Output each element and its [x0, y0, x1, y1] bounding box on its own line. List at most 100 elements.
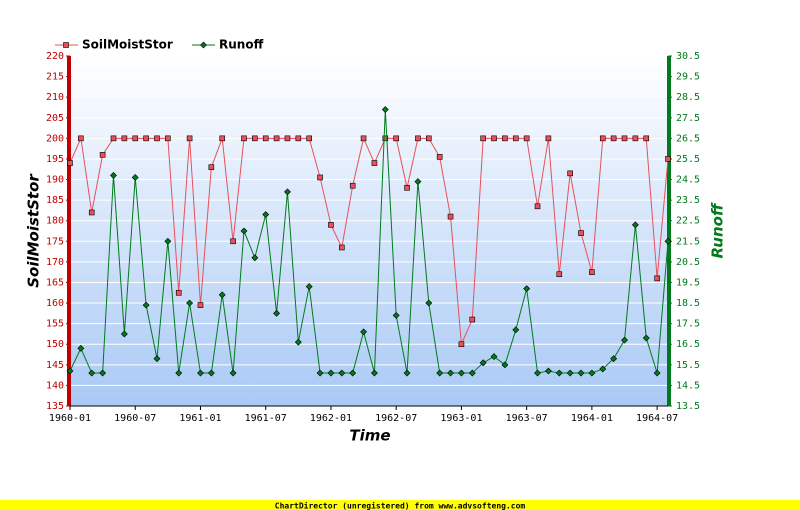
marker: [317, 174, 323, 181]
marker: [436, 369, 444, 377]
marker: [197, 302, 204, 308]
marker: [566, 369, 574, 377]
marker: [545, 135, 552, 142]
marker: [88, 369, 96, 377]
legend-marker: [200, 41, 207, 49]
y-tick-label: 200: [46, 133, 64, 144]
y2-tick-label: 13.5: [676, 401, 700, 412]
y-tick-label: 205: [46, 113, 64, 124]
legend-marker: [63, 42, 69, 48]
marker: [631, 221, 639, 229]
marker: [110, 135, 117, 142]
x-tick-label: 1964-01: [571, 413, 613, 424]
legend-label: SoilMoistStor: [82, 38, 173, 52]
marker: [447, 213, 454, 220]
y2-tick-label: 21.5: [676, 236, 700, 247]
marker: [512, 135, 519, 142]
marker: [577, 369, 585, 377]
y-tick-label: 220: [46, 51, 64, 62]
marker: [578, 230, 584, 236]
marker: [121, 135, 128, 142]
marker: [642, 334, 650, 342]
marker: [447, 369, 454, 377]
x-axis-title: Time: [349, 427, 390, 445]
marker: [654, 275, 660, 282]
marker: [381, 106, 389, 113]
footer-bar: [0, 500, 800, 510]
marker: [490, 353, 498, 361]
marker: [360, 328, 367, 336]
marker: [175, 289, 182, 296]
y2-tick-label: 29.5: [676, 72, 700, 83]
marker: [523, 285, 531, 293]
marker: [110, 171, 117, 179]
marker: [469, 316, 476, 323]
marker: [479, 359, 487, 367]
marker: [251, 254, 259, 262]
marker: [66, 367, 74, 375]
marker: [273, 309, 281, 317]
marker: [621, 336, 628, 344]
marker: [327, 369, 335, 377]
marker: [653, 369, 661, 377]
marker: [132, 135, 139, 142]
plot-area: [70, 56, 668, 406]
x-tick-label: 1960-07: [114, 413, 156, 424]
marker: [284, 135, 291, 142]
y-tick-label: 165: [46, 277, 64, 288]
marker: [197, 369, 204, 377]
marker: [392, 311, 400, 319]
marker: [294, 338, 302, 346]
y-tick-label: 185: [46, 195, 64, 206]
series-line: [69, 136, 669, 345]
x-tick-label: 1963-01: [440, 413, 482, 424]
marker: [165, 135, 171, 142]
marker: [153, 355, 161, 363]
y-tick-label: 215: [46, 72, 64, 83]
marker: [664, 237, 672, 245]
marker: [523, 135, 530, 142]
y-tick-label: 195: [46, 154, 64, 165]
marker: [164, 237, 172, 245]
marker: [349, 369, 357, 377]
marker: [599, 135, 606, 142]
legend: SoilMoistStor Runoff: [55, 38, 264, 52]
marker: [273, 135, 280, 142]
y-axis: [67, 56, 71, 406]
y2-tick-label: 22.5: [676, 216, 700, 227]
marker: [480, 135, 486, 142]
y2-axis-title: Runoff: [709, 202, 727, 258]
marker: [338, 369, 346, 377]
y-tick-label: 180: [46, 216, 64, 227]
marker: [512, 326, 520, 334]
marker: [77, 344, 85, 352]
marker: [382, 135, 389, 142]
marker: [589, 269, 595, 275]
y-tick-label: 135: [46, 401, 64, 412]
marker: [588, 369, 596, 377]
marker: [665, 156, 671, 162]
marker: [534, 369, 541, 377]
y2-tick-label: 20.5: [676, 257, 700, 268]
y-tick-label: 190: [46, 175, 64, 186]
marker: [208, 164, 215, 170]
marker: [186, 135, 193, 142]
y-tick-label: 170: [46, 257, 64, 268]
x-tick-label: 1964-07: [636, 413, 678, 424]
marker: [316, 369, 324, 377]
marker: [305, 283, 313, 291]
marker: [241, 135, 247, 142]
marker: [218, 291, 226, 299]
y2-tick-label: 17.5: [676, 319, 700, 330]
x-tick-label: 1962-07: [375, 413, 417, 424]
marker: [154, 135, 160, 142]
marker: [230, 238, 236, 245]
y-tick-label: 145: [46, 360, 64, 371]
marker: [393, 135, 399, 142]
marker: [240, 227, 248, 235]
marker: [621, 135, 628, 142]
marker: [534, 203, 541, 210]
marker: [175, 369, 183, 377]
marker: [414, 178, 422, 186]
marker: [491, 135, 497, 142]
